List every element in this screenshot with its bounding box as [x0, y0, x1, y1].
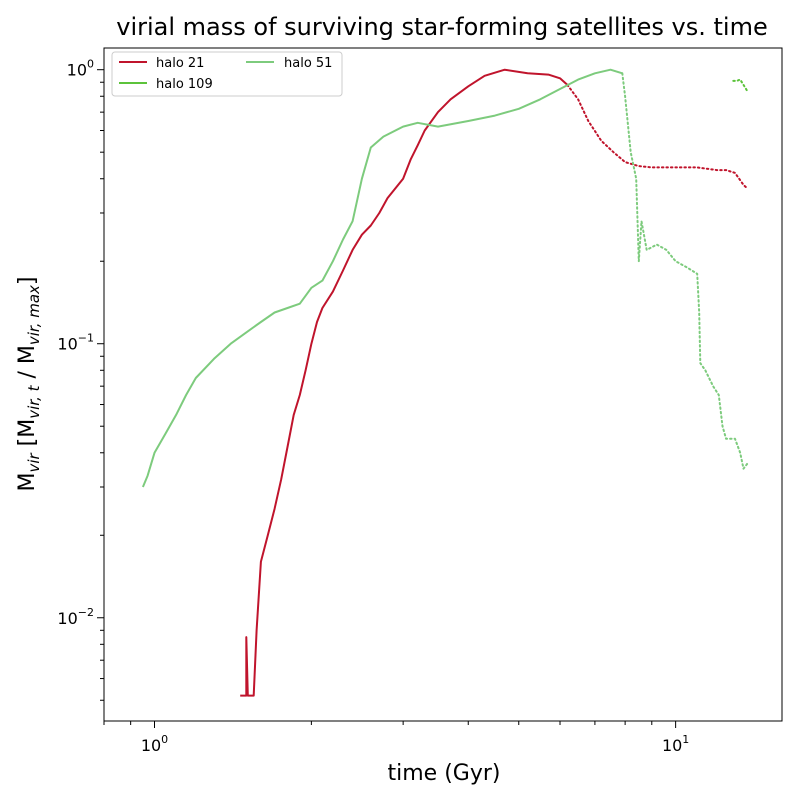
legend-box [111, 51, 343, 97]
series-line-halo-51-solid-0 [141, 68, 623, 488]
y-label-middle: / M [15, 345, 40, 385]
plot-frame [103, 47, 783, 722]
y-axis-ticks: 10−2 10−1 100 [57, 58, 104, 701]
y-label-sub3: vir, max [25, 285, 43, 345]
y-axis-label: Mvir [Mvir, t / Mvir, max] [15, 276, 43, 491]
legend: halo 21 halo 109 halo 51 [111, 51, 343, 97]
y-label-sub1: vir [25, 453, 43, 473]
x-axis-label: time (Gyr) [388, 761, 501, 786]
plot-area [141, 68, 750, 697]
series-line-halo-21-dotted-1 [566, 83, 748, 189]
x-tick-label: 101 [662, 733, 689, 755]
legend-label-halo-51: halo 51 [284, 56, 332, 71]
y-tick-label: 10−1 [57, 332, 94, 354]
x-axis-ticks: 100 101 [103, 721, 689, 755]
legend-label-halo-109: halo 109 [156, 77, 213, 92]
y-label-prefix: M [15, 473, 40, 492]
y-label-bracket-open: [M [15, 419, 40, 454]
y-tick-label: 10−2 [57, 606, 94, 628]
series-line-halo-109-dotted-0 [732, 78, 748, 92]
y-label-sub2: vir, t [25, 384, 43, 418]
chart-title: virial mass of surviving star-forming sa… [116, 13, 768, 41]
x-tick-label: 100 [141, 733, 168, 755]
series-line-halo-21-solid-0 [240, 68, 569, 697]
y-label-bracket-close: ] [15, 276, 40, 285]
legend-label-halo-21: halo 21 [156, 56, 204, 71]
series-line-halo-51-dotted-1 [621, 72, 750, 470]
y-tick-label: 100 [67, 58, 94, 80]
